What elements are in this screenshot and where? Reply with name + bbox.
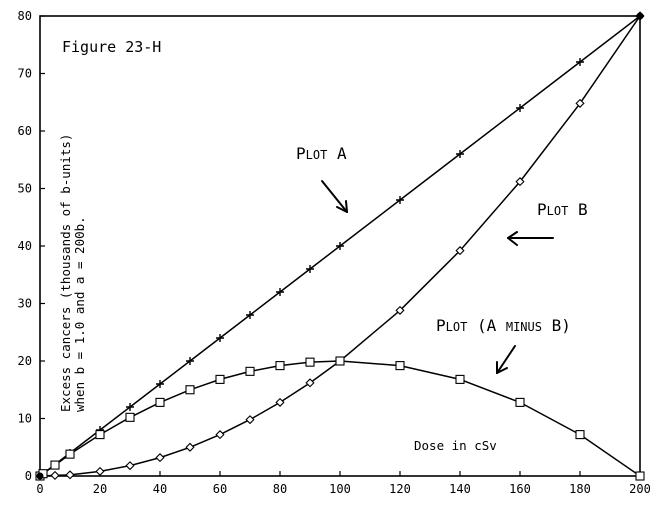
data-point-diamond [275,397,285,407]
x-tick-label: 120 [389,482,411,496]
data-point-plus [276,288,284,296]
data-point-plus [126,403,134,411]
data-point-square [95,430,105,440]
x-tick-label: 160 [509,482,531,496]
data-point-plus [306,265,314,273]
arrow-plot-b [507,231,554,246]
data-point-plus [456,150,464,158]
y-tick-label: 70 [18,67,32,81]
x-tick-label: 140 [449,482,471,496]
data-point-diamond [65,470,75,480]
x-tick-label: 40 [153,482,167,496]
x-tick-label: 80 [273,482,287,496]
data-point-diamond [245,415,255,425]
data-point-plus [216,334,224,342]
data-point-diamond [395,305,405,315]
data-point-square [335,356,345,366]
data-point-square [515,397,525,407]
data-point-square [275,361,285,371]
data-point-plus [246,311,254,319]
data-point-plus [516,104,524,112]
y-tick-label: 0 [25,469,32,483]
data-point-square [635,471,645,481]
data-point-plus [576,58,584,66]
data-point-plus [186,357,194,365]
data-point-square [305,357,315,367]
y-tick-label: 20 [18,354,32,368]
y-tick-label: 40 [18,239,32,253]
data-point-square [215,374,225,384]
data-point-diamond [515,177,525,187]
data-point-diamond [50,470,60,481]
data-point-diamond [185,442,195,452]
annotation-plot-a: PLOT A [296,144,347,163]
origin-point [36,472,44,480]
x-tick-label: 200 [629,482,651,496]
y-tick-label: 60 [18,124,32,138]
data-point-diamond [155,453,165,463]
data-point-plus [156,380,164,388]
annotation-plot-b: PLOT B [537,200,588,219]
series-markers [35,11,645,481]
annotation-plot-a-minus-b: PLOT (A MINUS B) [436,316,571,335]
y-axis-label: Excess cancers (thousands of b-units) wh… [58,134,87,412]
y-axis-label-line2: when b = 1.0 and a = 200b. [72,216,87,412]
arrow-plot-a [321,180,348,213]
data-point-square [50,460,60,470]
x-tick-label: 100 [329,482,351,496]
end-point [636,12,644,20]
data-point-diamond [575,98,585,108]
y-tick-label: 50 [18,182,32,196]
data-point-square [395,361,405,371]
x-axis-label: Dose in cSv [414,438,497,453]
x-tick-label: 60 [213,482,227,496]
y-tick-label: 80 [18,9,32,23]
data-point-square [185,385,195,395]
y-axis-label-line1: Excess cancers (thousands of b-units) [58,134,73,412]
data-point-diamond [455,246,465,256]
x-tick-label: 20 [93,482,107,496]
data-point-diamond [305,378,315,388]
data-point-diamond [215,430,225,440]
x-tick-label: 0 [36,482,43,496]
data-point-square [245,366,255,376]
data-point-square [125,412,135,422]
data-point-square [455,374,465,384]
y-tick-label: 30 [18,297,32,311]
data-point-plus [336,242,344,250]
data-point-diamond [95,466,105,476]
data-point-square [65,449,75,459]
y-tick-label: 10 [18,412,32,426]
axis-ticks: 0 20 40 60 80 100 120 140 160 180 200 0 10 20 30 40 50 60… [18,9,651,496]
figure-title: Figure 23-H [62,38,161,56]
data-point-square [575,430,585,440]
data-point-square [155,397,165,407]
x-tick-label: 180 [569,482,591,496]
data-point-diamond [125,461,135,471]
data-point-plus [396,196,404,204]
arrow-plot-a-minus-b [496,345,516,374]
